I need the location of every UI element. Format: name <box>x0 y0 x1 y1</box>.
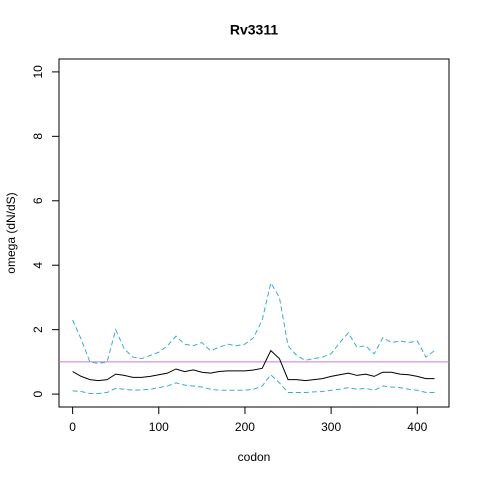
x-tick-label: 0 <box>69 420 76 434</box>
x-tick-label: 200 <box>235 420 255 434</box>
y-tick-label: 2 <box>31 326 45 333</box>
y-tick-label: 10 <box>31 65 45 79</box>
chart-title: Rv3311 <box>230 22 278 38</box>
y-axis-label: omega (dN/dS) <box>4 192 18 273</box>
y-tick-label: 8 <box>31 133 45 140</box>
data-line <box>72 349 435 382</box>
x-tick-label: 400 <box>407 420 427 434</box>
data-line <box>72 374 435 394</box>
y-tick-label: 4 <box>31 262 45 269</box>
plot-frame <box>58 58 450 408</box>
x-tick-label: 100 <box>149 420 169 434</box>
y-tick-label: 6 <box>31 197 45 204</box>
x-tick-label: 300 <box>321 420 341 434</box>
x-axis-label: codon <box>238 450 271 464</box>
data-line <box>72 281 435 365</box>
y-tick-label: 0 <box>31 390 45 397</box>
